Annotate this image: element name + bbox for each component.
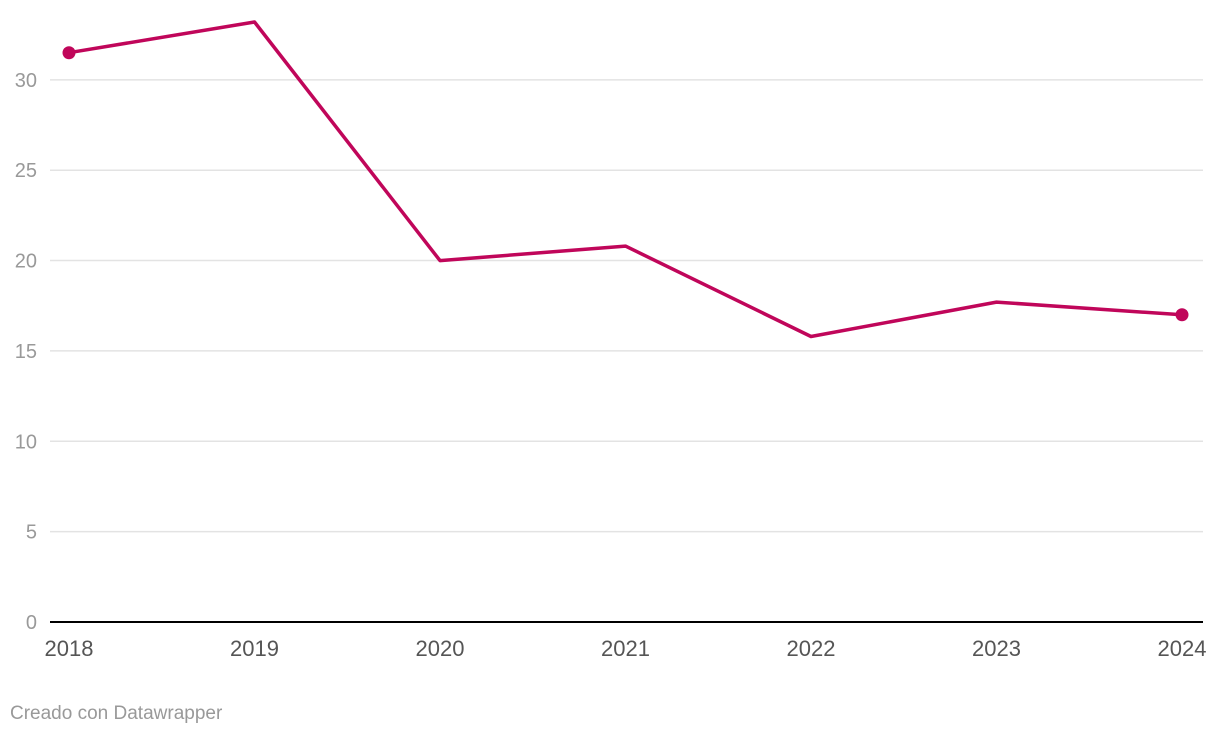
- gridlines: [50, 79, 1203, 533]
- series-line: [67, 20, 1184, 339]
- x-axis: 2018 2019 2020 2021 2022 2023 2024: [45, 636, 1207, 661]
- series: [62, 20, 1189, 339]
- y-tick-label: 20: [15, 251, 37, 273]
- x-tick-label: 2021: [601, 636, 650, 661]
- data-point-marker: [62, 46, 76, 60]
- x-tick-label: 2023: [972, 636, 1021, 661]
- y-tick-label: 10: [15, 431, 37, 453]
- x-tick-label: 2020: [416, 636, 465, 661]
- data-point-marker: [1175, 308, 1189, 322]
- y-tick-label: 5: [26, 522, 37, 544]
- y-tick-label: 25: [15, 160, 37, 182]
- x-tick-label: 2024: [1158, 636, 1207, 661]
- x-tick-label: 2018: [45, 636, 94, 661]
- y-axis: 0 5 10 15 20 25 30: [15, 70, 37, 634]
- y-tick-label: 30: [15, 70, 37, 92]
- y-tick-label: 0: [26, 612, 37, 634]
- x-tick-label: 2022: [787, 636, 836, 661]
- x-tick-label: 2019: [230, 636, 279, 661]
- y-tick-label: 15: [15, 341, 37, 363]
- footer-credit: Creado con Datawrapper: [10, 703, 223, 724]
